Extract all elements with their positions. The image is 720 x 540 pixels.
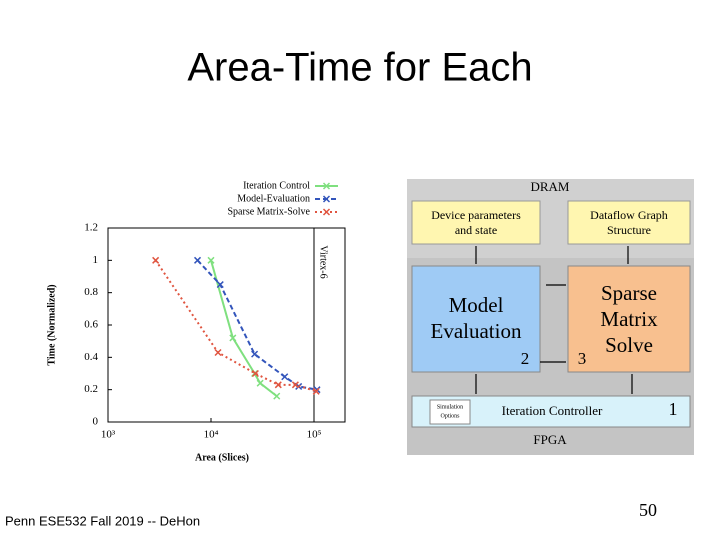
box-label: Matrix (600, 307, 658, 331)
x-tick-label: 10⁴ (204, 429, 219, 441)
y-tick-label: 0.4 (84, 351, 98, 363)
legend-label: Iteration Control (243, 180, 310, 191)
legend-marker (322, 182, 331, 190)
arrows (475, 246, 633, 394)
port-label: 2 (521, 349, 530, 368)
point (256, 379, 264, 387)
x-tick-label: 10³ (101, 429, 116, 441)
y-axis-label: Time (Normalized) (46, 284, 57, 365)
box-label: Device parameters (431, 208, 521, 222)
legend-label: Model-Evaluation (237, 193, 310, 204)
point (152, 256, 160, 264)
plot-frame (107, 227, 346, 423)
series-line (196, 259, 318, 391)
point (251, 369, 259, 378)
series-line (210, 260, 278, 397)
box-label: Dataflow Graph (590, 208, 668, 222)
legend-label: Sparse Matrix-Solve (228, 206, 311, 217)
series-line (154, 259, 317, 393)
box-label: and state (455, 223, 497, 237)
point (251, 350, 259, 358)
y-tick-label: 0.8 (84, 286, 98, 298)
slide-title: Area-Time for Each (187, 46, 532, 90)
y-tick-label: 0.2 (84, 383, 98, 395)
box (567, 265, 691, 373)
page-number: 50 (639, 500, 657, 520)
point (274, 381, 282, 389)
port-label: 1 (669, 399, 678, 419)
box (411, 265, 541, 373)
box (411, 200, 541, 245)
point (273, 392, 281, 400)
y-tick-label: 1.2 (84, 222, 98, 234)
box-label: Solve (605, 333, 653, 357)
diagram: DRAM Device parameters and state Dataflo… (407, 179, 694, 455)
y-tick-label: 0.6 (84, 319, 98, 331)
box-label: Iteration Controller (502, 403, 603, 418)
box-label: Evaluation (431, 319, 522, 343)
point (214, 348, 222, 357)
box (429, 399, 471, 425)
point (229, 334, 237, 342)
point (281, 373, 289, 381)
dram-label: DRAM (530, 179, 569, 194)
box (567, 200, 691, 245)
box-label: Structure (607, 223, 651, 237)
footer: Penn ESE532 Fall 2019 -- DeHon (5, 513, 200, 528)
y-tick-label: 1 (93, 254, 99, 266)
point (312, 387, 320, 395)
port-label: 3 (578, 349, 587, 368)
x-axis-label: Area (Slices) (195, 452, 249, 463)
point (291, 381, 299, 389)
fpga-label: FPGA (533, 432, 567, 447)
point (193, 256, 202, 264)
box-label: Options (440, 413, 460, 419)
box-label: Simulation (437, 404, 463, 410)
legend-marker (322, 208, 331, 216)
point (207, 256, 215, 264)
x-tick-label: 10⁵ (307, 429, 322, 441)
box-label: Sparse (601, 281, 657, 305)
y-tick-label: 0 (93, 416, 99, 428)
point (216, 281, 224, 289)
box-label: Model (449, 293, 504, 317)
annotation: Virtex-6 (318, 245, 329, 278)
legend-marker (322, 195, 331, 203)
